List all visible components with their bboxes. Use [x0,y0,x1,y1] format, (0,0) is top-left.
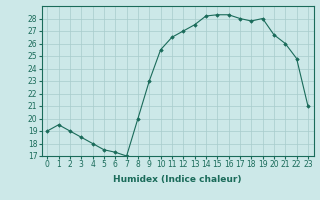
X-axis label: Humidex (Indice chaleur): Humidex (Indice chaleur) [113,175,242,184]
